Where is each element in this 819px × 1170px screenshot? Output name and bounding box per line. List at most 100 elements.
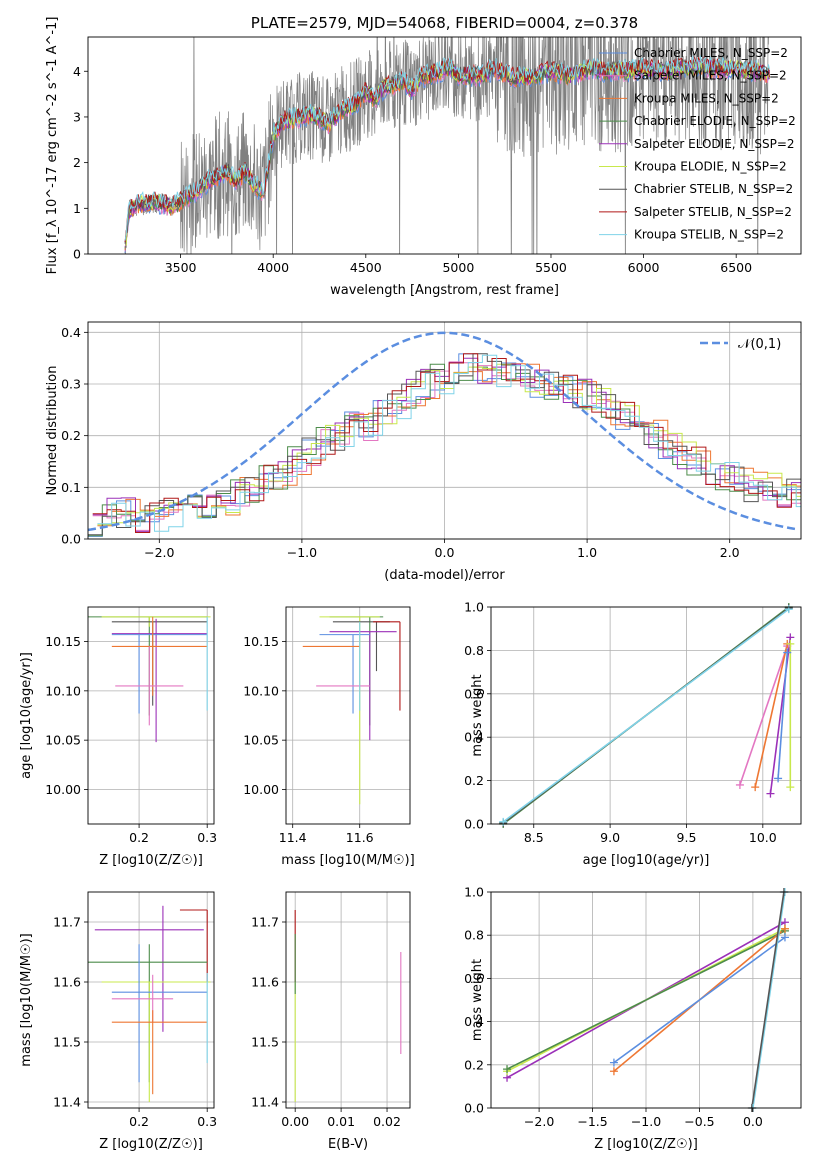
y-tick-label: 10.05 xyxy=(243,733,279,748)
x-axis-label: Z [log10(Z/Z☉)] xyxy=(99,853,203,868)
legend-label: Kroupa ELODIE, N_SSP=2 xyxy=(634,160,787,174)
x-tick-label: −0.5 xyxy=(684,1114,714,1129)
plot-area xyxy=(302,616,401,805)
y-tick-label: 0.1 xyxy=(61,480,81,495)
y-tick-label: 0.2 xyxy=(61,428,81,443)
histogram-step xyxy=(97,354,801,532)
y-tick-label: 0 xyxy=(73,247,81,262)
legend-label: Kroupa STELIB, N_SSP=2 xyxy=(634,228,784,242)
y-tick-label: 10.10 xyxy=(243,683,279,698)
chart-title: PLATE=2579, MJD=54068, FIBERID=0004, z=0… xyxy=(251,14,638,32)
y-tick-label: 0.8 xyxy=(464,643,484,658)
y-axis-label: Flux [f_λ 10^-17 erg cm^-2 s^-1 A^-1] xyxy=(45,17,60,275)
x-tick-label: 11.6 xyxy=(346,830,374,845)
y-tick-label: 11.7 xyxy=(53,915,81,930)
y-tick-label: 11.6 xyxy=(53,975,81,990)
gaussian-curve xyxy=(88,331,799,532)
legend-label: Kroupa MILES, N_SSP=2 xyxy=(634,91,779,105)
legend-label: 𝒩(0,1) xyxy=(738,337,781,352)
axes-frame xyxy=(87,606,215,825)
weight-marker xyxy=(786,783,795,792)
weight-marker xyxy=(503,1065,512,1074)
weight-marker xyxy=(609,1058,618,1067)
y-tick-label: 11.4 xyxy=(53,1095,81,1110)
y-axis-label: Normed distribution xyxy=(45,366,60,496)
plot-area xyxy=(88,616,211,743)
y-axis-label: mass weight xyxy=(470,959,485,1041)
x-tick-label: 4000 xyxy=(257,260,289,275)
y-tick-label: 4 xyxy=(73,64,81,79)
plot-area xyxy=(124,37,770,254)
x-tick-label: 5000 xyxy=(442,260,474,275)
model-line xyxy=(124,60,770,249)
y-tick-label: 11.7 xyxy=(251,915,279,930)
weight-line xyxy=(502,608,790,823)
y-axis-label: mass [log10(M/M☉)] xyxy=(19,933,34,1066)
plot-area xyxy=(506,892,786,1108)
x-axis-label: wavelength [Angstrom, rest frame] xyxy=(330,283,559,298)
weight-marker xyxy=(780,933,789,942)
axes-frame xyxy=(490,606,802,825)
axes-frame xyxy=(87,36,802,255)
histogram-step xyxy=(92,353,801,533)
y-tick-label: 10.00 xyxy=(45,782,81,797)
x-axis-label: mass [log10(M/M☉)] xyxy=(281,853,414,868)
axes-frame xyxy=(285,891,411,1109)
weight-line xyxy=(754,643,789,788)
histogram-step xyxy=(88,353,801,536)
x-tick-label: 0.02 xyxy=(373,1114,401,1129)
model-line xyxy=(124,55,770,241)
x-axis-label: Z [log10(Z/Z☉)] xyxy=(594,1137,698,1152)
y-tick-label: 0.6 xyxy=(464,971,484,986)
histogram-step xyxy=(88,353,801,537)
legend-label: Salpeter STELIB, N_SSP=2 xyxy=(634,205,792,219)
y-tick-label: 10.10 xyxy=(45,683,81,698)
y-tick-label: 11.5 xyxy=(53,1035,81,1050)
y-tick-label: 11.6 xyxy=(251,975,279,990)
weight-marker xyxy=(786,639,795,648)
x-tick-label: 0.0 xyxy=(435,545,455,560)
axes-frame xyxy=(87,891,215,1109)
y-tick-label: 1 xyxy=(73,201,81,216)
weight-line xyxy=(751,892,785,1108)
x-tick-label: 0.0 xyxy=(743,1114,763,1129)
x-tick-label: 0.3 xyxy=(197,830,217,845)
y-tick-label: 10.15 xyxy=(45,634,81,649)
weight-marker xyxy=(499,817,508,826)
y-axis-label: age [log10(age/yr)] xyxy=(19,652,34,779)
x-tick-label: 11.4 xyxy=(279,830,307,845)
weight-line xyxy=(739,645,789,786)
x-axis-label: Z [log10(Z/Z☉)] xyxy=(99,1137,203,1152)
y-tick-label: 0.4 xyxy=(464,1014,484,1029)
x-tick-label: 6500 xyxy=(720,260,752,275)
y-axis-label: mass weight xyxy=(470,674,485,756)
x-tick-label: 9.0 xyxy=(600,830,620,845)
y-tick-label: 0.4 xyxy=(61,325,81,340)
y-tick-label: 0.2 xyxy=(464,773,484,788)
x-tick-label: 3500 xyxy=(165,260,197,275)
y-tick-label: 0.3 xyxy=(61,377,81,392)
x-tick-label: 10.0 xyxy=(749,830,777,845)
y-tick-label: 2 xyxy=(73,155,81,170)
y-tick-label: 0.8 xyxy=(464,928,484,943)
x-tick-label: 2.0 xyxy=(720,545,740,560)
x-tick-label: 8.5 xyxy=(524,830,544,845)
legend-label: Salpeter ELODIE, N_SSP=2 xyxy=(634,137,795,151)
weight-line xyxy=(613,936,786,1064)
x-tick-label: 5500 xyxy=(535,260,567,275)
x-tick-label: 4500 xyxy=(350,260,382,275)
x-tick-label: 0.3 xyxy=(197,1114,217,1129)
y-tick-label: 0.4 xyxy=(464,730,484,745)
legend-label: Chabrier MILES, N_SSP=2 xyxy=(634,46,788,60)
x-axis-label: E(B-V) xyxy=(328,1137,368,1152)
weight-line xyxy=(506,930,786,1070)
x-tick-label: 0.00 xyxy=(281,1114,309,1129)
x-tick-label: −1.5 xyxy=(577,1114,607,1129)
x-tick-label: 0.01 xyxy=(327,1114,355,1129)
y-tick-label: 10.15 xyxy=(243,634,279,649)
x-tick-label: 9.5 xyxy=(677,830,697,845)
y-tick-label: 10.00 xyxy=(243,782,279,797)
weight-marker xyxy=(774,774,783,783)
x-tick-label: 1.0 xyxy=(577,545,597,560)
